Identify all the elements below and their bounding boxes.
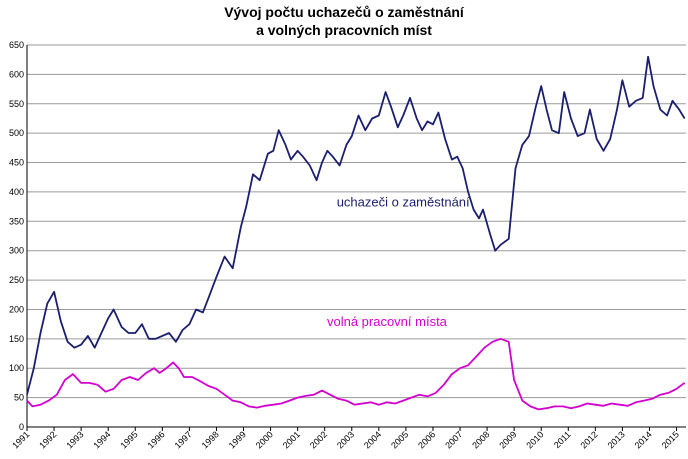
x-tick-label: 1995 — [118, 429, 139, 450]
x-tick-label: 2007 — [443, 429, 464, 450]
x-tick-label: 2013 — [606, 429, 627, 450]
y-tick-label: 150 — [9, 334, 24, 344]
x-tick-label: 1999 — [227, 429, 248, 450]
y-tick-label: 450 — [9, 158, 24, 168]
annotation-uchazeci: uchazeči o zaměstnání — [337, 195, 470, 210]
axes — [26, 45, 686, 431]
y-tick-label: 250 — [9, 275, 24, 285]
x-tick-label: 2008 — [470, 429, 491, 450]
x-tick-label: 1994 — [91, 429, 112, 450]
x-tick-label: 1998 — [200, 429, 221, 450]
x-tick-label: 1997 — [173, 429, 194, 450]
x-tick-label: 2002 — [308, 429, 329, 450]
y-tick-label: 300 — [9, 246, 24, 256]
x-tick-label: 2000 — [254, 429, 275, 450]
y-tick-label: 500 — [9, 128, 24, 138]
x-tick-label: 2011 — [552, 429, 573, 450]
series-lines — [26, 55, 686, 411]
x-tick-label: 2003 — [335, 429, 356, 450]
y-tick-label: 50 — [14, 393, 24, 403]
x-tick-label: 2014 — [633, 429, 654, 450]
x-tick-label: 2006 — [416, 429, 437, 450]
x-tick-label: 2012 — [579, 429, 600, 450]
grid-lines — [27, 44, 686, 428]
x-tick-label: 2009 — [497, 429, 518, 450]
x-tick-label: 2004 — [362, 429, 383, 450]
annotation-volna-mista: volná pracovní místa — [327, 314, 448, 329]
y-tick-label: 200 — [9, 304, 24, 314]
y-tick-label: 600 — [9, 69, 24, 79]
series-line-uchazeci — [26, 55, 686, 395]
y-tick-label: 550 — [9, 99, 24, 109]
y-tick-label: 0 — [19, 422, 24, 432]
x-tick-label: 1996 — [145, 429, 166, 450]
chart-title-line2: a volných pracovních míst — [256, 22, 432, 38]
chart-title-line1: Vývoj počtu uchazečů o zaměstnání — [224, 4, 464, 20]
x-tick-label: 2005 — [389, 429, 410, 450]
y-tick-label: 650 — [9, 40, 24, 50]
series-annotations: uchazeči o zaměstnání volná pracovní míst… — [327, 195, 470, 329]
x-tick-label: 2010 — [524, 429, 545, 450]
x-tick-label: 2001 — [281, 429, 302, 450]
y-tick-label: 350 — [9, 216, 24, 226]
x-tick-label: 2015 — [660, 429, 681, 450]
series-line-volna-mista — [26, 337, 686, 411]
x-tick-labels: 1991 1992 1993 1994 1995 1996 1997 1998 1999 2000… — [10, 429, 681, 450]
x-tick-label: 1991 — [10, 429, 31, 450]
x-tick-label: 1993 — [64, 429, 85, 450]
x-tick-label: 1992 — [37, 429, 58, 450]
y-tick-label: 400 — [9, 187, 24, 197]
y-tick-labels: 0 50 100 150 200 250 300 350 400 450 500 550 600 650 — [9, 40, 24, 432]
y-tick-label: 100 — [9, 363, 24, 373]
